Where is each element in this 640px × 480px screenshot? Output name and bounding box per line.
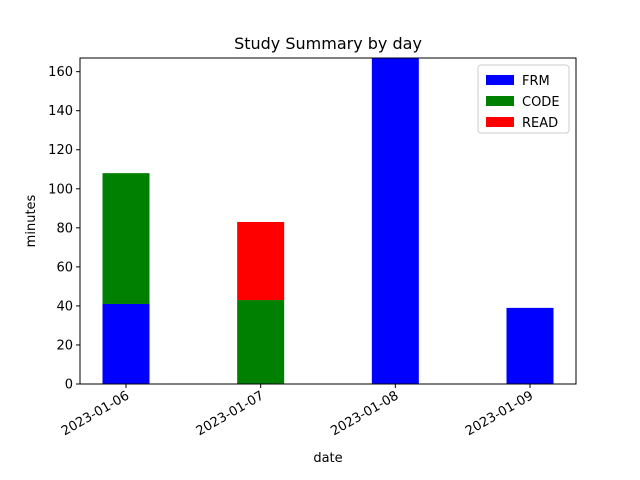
y-axis-label: minutes xyxy=(24,194,39,247)
legend-label-code: CODE xyxy=(522,95,560,110)
legend-label-read: READ xyxy=(522,116,558,131)
y-tick-label: 160 xyxy=(48,65,73,80)
x-tick-label: 2023-01-07 xyxy=(194,388,267,439)
x-axis: 2023-01-06 2023-01-07 2023-01-08 2023-01-09 xyxy=(59,384,536,439)
x-axis-label: date xyxy=(313,451,342,466)
bar-code-2023-01-07 xyxy=(237,300,285,384)
plot-frame xyxy=(79,57,577,385)
y-tick-label: 20 xyxy=(56,338,73,353)
y-axis: 0 20 40 60 80 100 120 140 160 xyxy=(48,65,80,393)
bars-layer xyxy=(102,58,554,384)
y-tick-label: 100 xyxy=(48,182,73,197)
y-tick-label: 120 xyxy=(48,143,73,158)
y-tick-label: 80 xyxy=(56,221,73,236)
x-tick-label: 2023-01-06 xyxy=(59,388,132,439)
y-tick-label: 60 xyxy=(56,260,73,275)
x-tick-label: 2023-01-09 xyxy=(463,388,536,439)
legend-swatch-frm xyxy=(486,75,514,85)
legend-label-frm: FRM xyxy=(522,74,550,89)
legend: FRM CODE READ xyxy=(477,64,570,134)
chart-title: Study Summary by day xyxy=(234,34,422,53)
bar-read-2023-01-07 xyxy=(237,221,285,301)
bar-frm-2023-01-06 xyxy=(102,303,150,384)
bar-code-2023-01-06 xyxy=(102,173,150,304)
x-tick-label: 2023-01-08 xyxy=(328,388,401,439)
y-tick-label: 140 xyxy=(48,104,73,119)
legend-swatch-read xyxy=(486,117,514,127)
y-tick-label: 0 xyxy=(65,378,73,393)
bar-frm-2023-01-09 xyxy=(506,307,554,384)
y-tick-label: 40 xyxy=(56,299,73,314)
legend-swatch-code xyxy=(486,96,514,106)
bar-frm-2023-01-08 xyxy=(371,58,419,384)
